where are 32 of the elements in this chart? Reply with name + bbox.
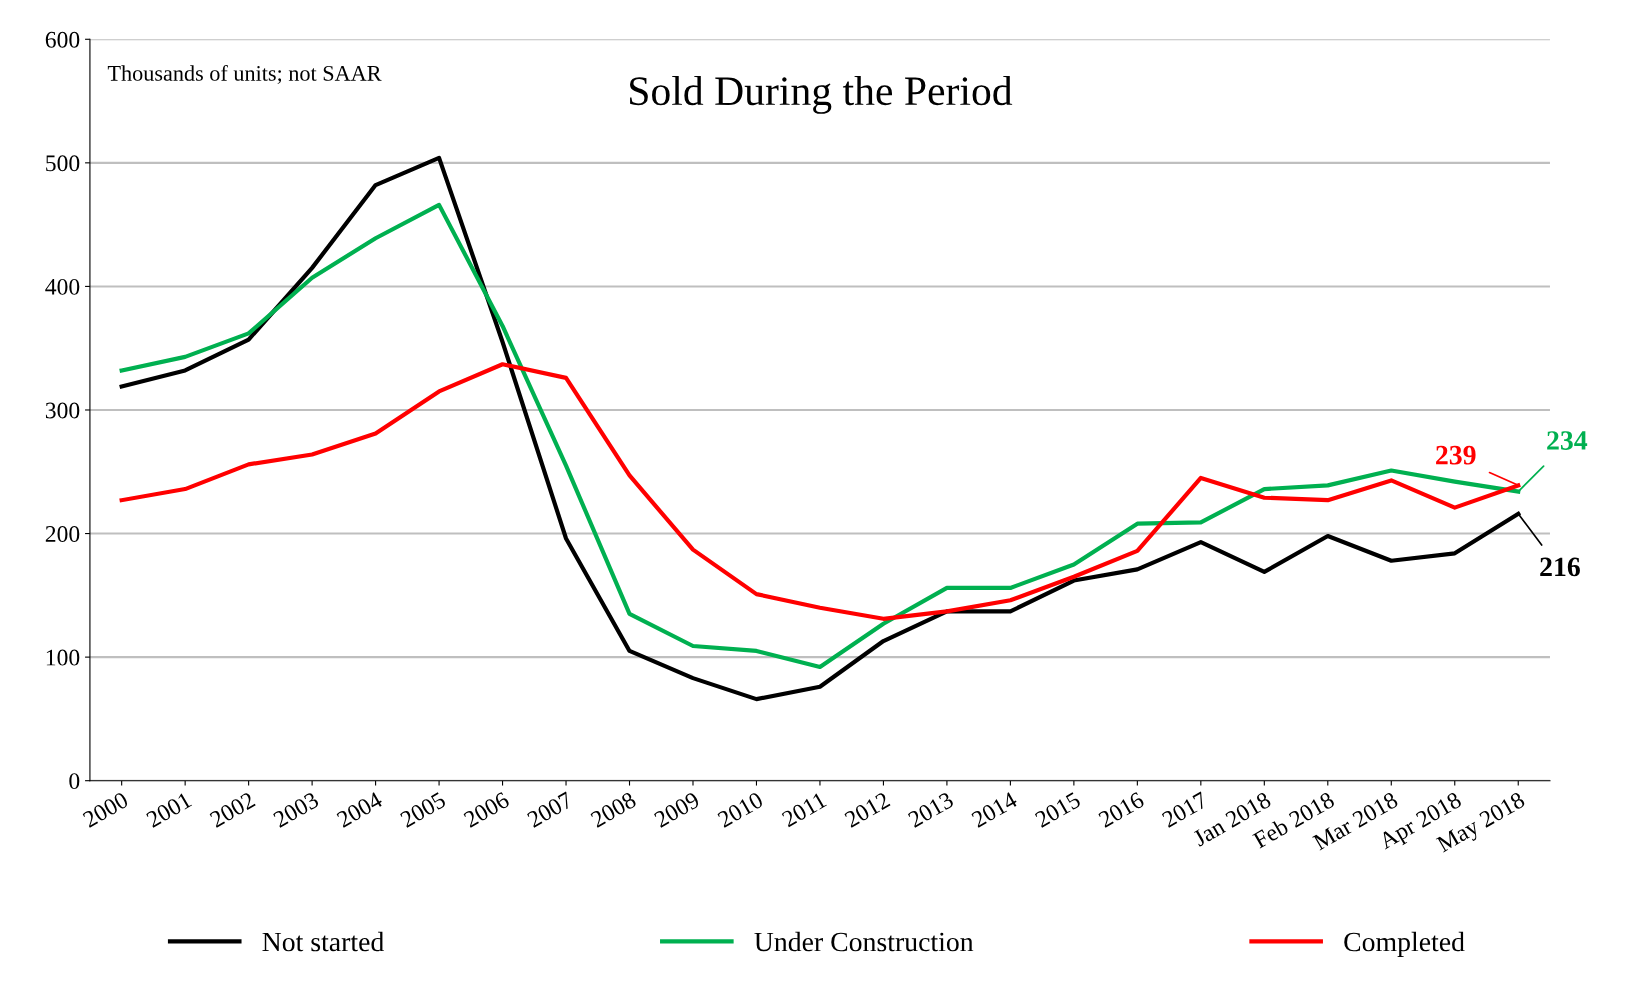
x-tick-label: 2008 <box>589 791 638 828</box>
annotation: Thousands of units; not SAAR <box>107 65 382 85</box>
x-tick-label: 2001 <box>145 791 193 828</box>
y-tick-label: 600 <box>45 31 80 48</box>
x-tick-label: 2015 <box>1034 791 1082 828</box>
legend-label: Completed <box>1344 931 1465 957</box>
annotation: 234 <box>1547 431 1588 450</box>
y-tick-label: 200 <box>45 526 80 542</box>
annotation: 239 <box>1436 445 1476 465</box>
x-tick-label: 2004 <box>335 791 384 828</box>
x-tick-label: 2005 <box>399 791 447 828</box>
x-tick-label: 2010 <box>716 791 764 828</box>
y-tick-label: 500 <box>46 155 80 172</box>
x-tick-label: 2007 <box>526 791 574 828</box>
legend-label: Under Construction <box>754 931 974 952</box>
y-tick-label: 0 <box>69 773 80 790</box>
legend-label: Not started <box>262 931 384 952</box>
x-tick-label: 2000 <box>82 791 130 828</box>
x-tick-label: 2002 <box>208 791 256 828</box>
x-tick-label: 2011 <box>781 791 828 828</box>
x-tick-label: 2013 <box>907 791 955 828</box>
y-tick-label: 300 <box>45 402 80 419</box>
x-tick-label: 2012 <box>843 791 891 828</box>
y-tick-label: 100 <box>46 649 80 666</box>
y-tick-label: 400 <box>45 278 80 295</box>
x-tick-label: 2016 <box>1097 791 1146 828</box>
text: Sold During the Period <box>630 75 1013 114</box>
x-tick-label: 2009 <box>653 791 701 828</box>
x-tick-label: 2003 <box>272 791 320 828</box>
x-tick-label: 2006 <box>462 791 511 828</box>
x-tick-label: 2014 <box>970 791 1019 828</box>
annotation: 216 <box>1540 557 1580 577</box>
